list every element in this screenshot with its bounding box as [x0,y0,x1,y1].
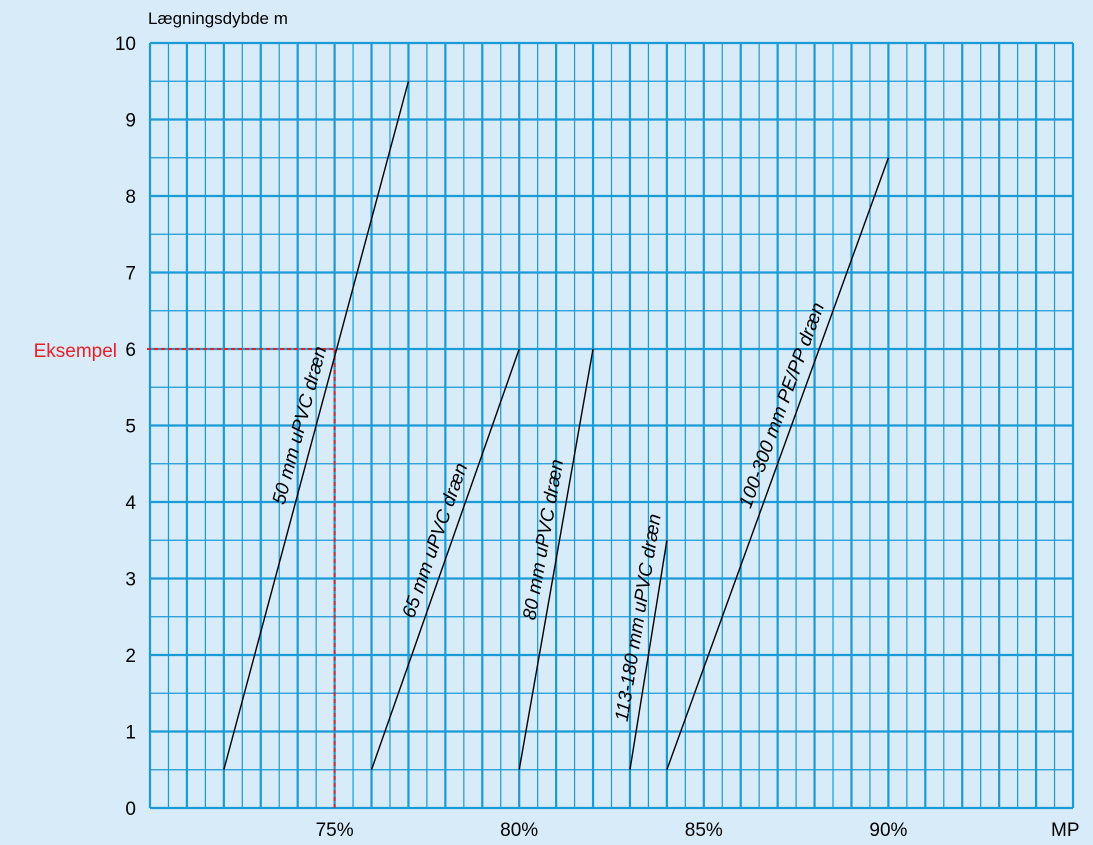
x-tick-label: 80% [500,820,538,841]
y-tick-label: 8 [125,187,136,208]
example-guides [147,348,336,808]
x-axis-label: MP [1051,820,1080,841]
series-line [666,157,890,770]
x-tick-labels: 75% 80% 85% 90% [316,820,908,841]
series-line [370,348,520,770]
series-line [518,348,594,770]
y-tick-label: 4 [125,493,136,514]
x-tick-label: 75% [316,820,354,841]
y-tick-labels: 0 1 2 3 4 5 6 7 8 9 10 [115,34,137,820]
grid [148,41,1075,810]
y-tick-label: 3 [125,570,136,591]
y-axis-label: Lægningsdybde m [148,9,288,28]
y-tick-label: 5 [125,417,136,438]
series-line [629,540,668,770]
series-lines [223,81,890,770]
y-tick-label: 6 [125,340,136,361]
y-tick-label: 9 [125,111,136,132]
y-tick-label: 7 [125,264,136,285]
series-label: 113-180 mm uPVC dræn [612,513,666,723]
x-tick-label: 85% [685,820,723,841]
example-label: Eksempel [34,341,117,362]
x-tick-label: 90% [869,820,907,841]
y-tick-label: 0 [125,799,136,820]
series-line [223,81,410,770]
y-tick-label: 1 [125,723,136,744]
y-tick-label: 2 [125,646,136,667]
y-tick-label: 10 [115,34,136,55]
